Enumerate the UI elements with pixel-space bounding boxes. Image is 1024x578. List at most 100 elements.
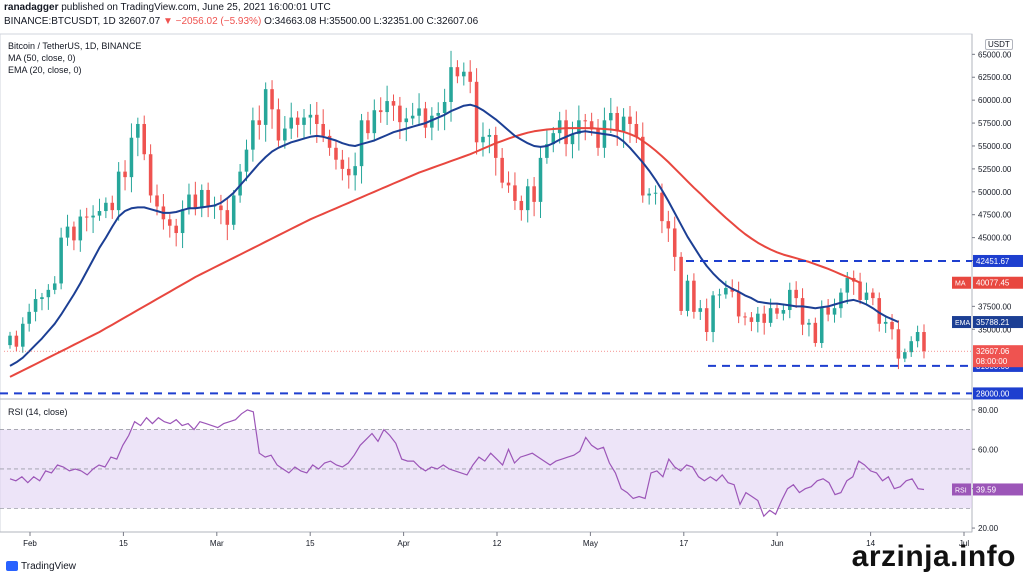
currency-label[interactable]: USDT <box>985 39 1013 50</box>
candle <box>749 317 754 322</box>
level-price-label[interactable]: 28000.00 <box>976 389 1010 398</box>
candle <box>525 186 530 211</box>
rsi-tick-label: 20.00 <box>978 524 999 533</box>
ohlc-line: BINANCE:BTCUSDT, 1D 32607.07 ▼ −2056.02 … <box>4 16 478 27</box>
candle <box>813 322 818 344</box>
candle <box>915 332 920 342</box>
candle <box>289 117 293 129</box>
candle <box>743 316 747 318</box>
price-tick-label: 47500.00 <box>978 211 1012 220</box>
candle <box>570 134 575 145</box>
candle <box>46 289 51 298</box>
candle <box>225 210 230 225</box>
candle <box>660 192 664 222</box>
candle <box>72 226 76 241</box>
candle <box>545 144 549 158</box>
candle <box>903 352 907 359</box>
candle <box>398 105 402 123</box>
last-price-label[interactable]: 32607.06 <box>976 347 1010 356</box>
candle <box>794 289 798 299</box>
rsi-legend[interactable]: RSI (14, close) <box>8 407 68 417</box>
candle <box>481 136 485 143</box>
candle <box>468 71 472 82</box>
candle <box>116 171 121 211</box>
tradingview-logo-icon <box>6 561 18 572</box>
level-price-label[interactable]: 42451.67 <box>976 257 1010 266</box>
time-axis[interactable]: Feb 15 Mar 15 Apr 12 May 17 Jun 14 Jul <box>23 532 969 548</box>
candle <box>219 205 223 211</box>
candle <box>768 308 773 323</box>
ema-value[interactable]: 35788.21 <box>976 318 1010 327</box>
candle <box>845 277 850 293</box>
chart-title: Bitcoin / TetherUS, 1D, BINANCE <box>8 41 142 51</box>
candle <box>500 157 504 183</box>
rsi-tick-label: 80.00 <box>978 406 999 415</box>
level-price-label-bg <box>973 254 1023 267</box>
watermark: arzinja.info <box>851 540 1016 573</box>
candle <box>385 101 389 113</box>
open-value: O:34663.08 <box>264 16 317 27</box>
low-value: L:32351.00 <box>373 16 424 27</box>
time-tick-label: Jun <box>771 539 784 548</box>
author-name[interactable]: ranadagger <box>4 2 59 13</box>
candle <box>788 289 792 311</box>
support-resistance-levels <box>0 259 972 395</box>
candle <box>199 189 204 209</box>
candle <box>736 291 741 317</box>
high-value: H:35500.00 <box>319 16 371 27</box>
indicator-lines <box>4 103 972 378</box>
candle <box>142 123 146 155</box>
ma-value-bg <box>973 276 1023 289</box>
candle <box>704 308 709 333</box>
candle <box>8 335 12 346</box>
ema-legend[interactable]: EMA (20, close, 0) <box>8 65 82 75</box>
candle <box>449 67 453 102</box>
ma-value[interactable]: 40077.45 <box>976 279 1010 288</box>
time-tick-label: 14 <box>866 539 875 548</box>
price-axis[interactable]: 65000.00 62500.00 60000.00 57500.00 55000.00… <box>952 50 1023 533</box>
price-tick-label: 62500.00 <box>978 73 1012 82</box>
candle <box>615 112 619 132</box>
candle <box>455 67 460 77</box>
candle <box>321 123 325 136</box>
candle <box>807 322 811 325</box>
candle <box>308 114 313 118</box>
candle <box>641 136 645 196</box>
ema-tag-bg <box>952 316 971 329</box>
candle <box>609 112 613 121</box>
last-price: 32607.07 <box>118 16 161 27</box>
candle <box>826 307 830 315</box>
candle <box>896 329 901 359</box>
publish-line: ranadagger published on TradingView.com,… <box>4 2 331 13</box>
candle <box>168 219 172 226</box>
time-tick-label: Jul <box>959 539 969 548</box>
candle <box>724 288 728 295</box>
countdown-label: 08:00:00 <box>976 357 1008 366</box>
ma-legend[interactable]: MA (50, close, 0) <box>8 53 76 63</box>
time-tick-label: Apr <box>397 539 410 548</box>
candle <box>27 311 31 324</box>
time-tick-label: 15 <box>119 539 128 548</box>
candle <box>295 117 300 125</box>
brand-name: TradingView <box>21 561 77 572</box>
rsi-value-label[interactable]: 39.59 <box>976 485 997 494</box>
candle <box>391 101 396 106</box>
price-tick-label: 45000.00 <box>978 234 1012 243</box>
candle <box>206 189 210 207</box>
candle <box>474 81 479 143</box>
time-tick-label: Feb <box>23 539 37 548</box>
price-tick-label: 57500.00 <box>978 119 1012 128</box>
candle <box>14 335 19 347</box>
candle <box>877 298 882 324</box>
candle <box>334 147 338 160</box>
candle <box>756 313 760 322</box>
price-tick-label: 37500.00 <box>978 302 1012 311</box>
chart-header: ranadagger published on TradingView.com,… <box>0 0 1024 30</box>
candle <box>871 292 875 299</box>
candle <box>621 116 626 132</box>
rsi-line <box>9 409 925 518</box>
candle <box>819 307 824 344</box>
candle <box>487 134 492 137</box>
rsi-tag: RSI <box>955 487 967 494</box>
